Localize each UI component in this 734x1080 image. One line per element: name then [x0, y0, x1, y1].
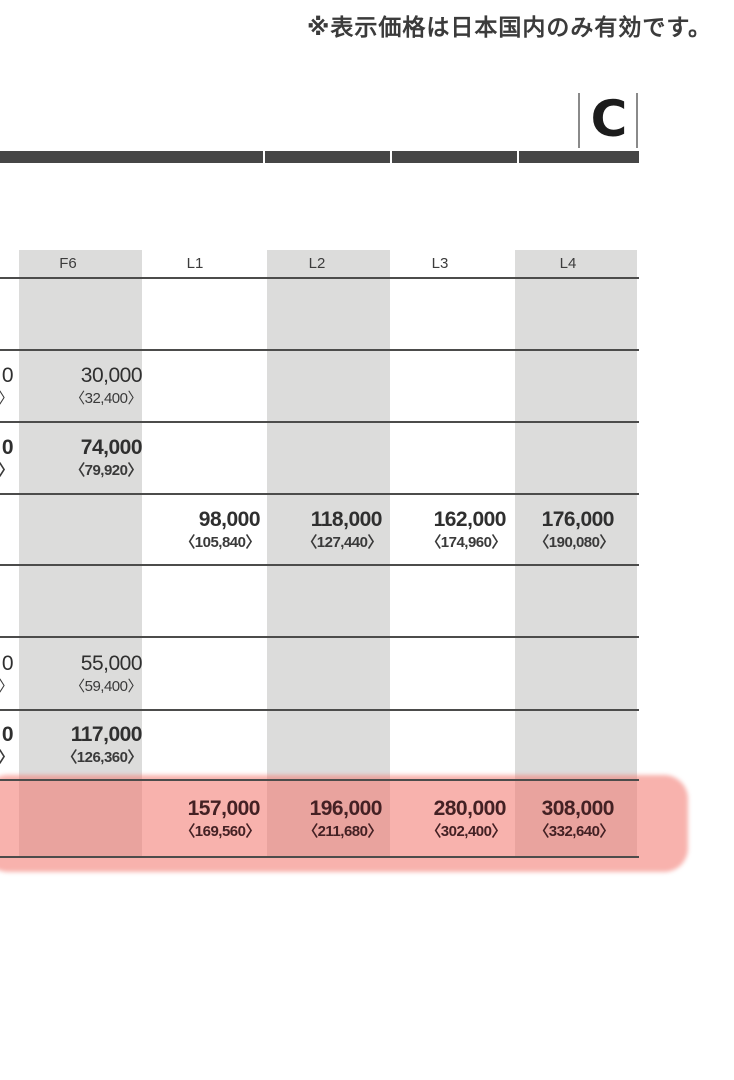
price-cell-l4-highlighted: 308,000 〈332,640〉 [502, 781, 614, 856]
tax-included-value: 0〉 [0, 389, 14, 409]
tax-included-value: 0〉 [0, 748, 14, 768]
price-cell-l1-highlighted: 157,000 〈169,560〉 [148, 781, 260, 856]
tax-included-value: 〈190,080〉 [534, 533, 614, 551]
tax-included-value: 〈105,840〉 [180, 533, 260, 551]
clipped-price-cell: 0 0〉 [0, 711, 14, 779]
domestic-price-note: ※表示価格は日本国内のみ有効です。 [307, 14, 713, 40]
column-header-l4: L4 [559, 255, 577, 272]
price-cell-l2-highlighted: 196,000 〈211,680〉 [270, 781, 382, 856]
clipped-price-cell: 0 0〉 [0, 351, 14, 421]
divider-gap [390, 151, 392, 163]
price-cell-f6: 117,000 〈126,360〉 [18, 711, 142, 779]
tax-included-value: 〈126,360〉 [62, 749, 142, 766]
tax-included-value: 〈127,440〉 [302, 533, 382, 551]
table-line [0, 564, 639, 566]
tax-included-value: 〈59,400〉 [70, 677, 142, 695]
column-band-l2 [267, 250, 390, 858]
price-value: 196,000 [309, 796, 383, 820]
price-value: 74,000 [80, 436, 143, 459]
table-line [0, 636, 639, 638]
price-value: 157,000 [187, 796, 261, 820]
column-header-l2: L2 [308, 255, 326, 272]
tax-included-value: 〈302,400〉 [426, 822, 506, 840]
tax-included-value: 〈32,400〉 [70, 390, 142, 407]
divider-gap [517, 151, 519, 163]
price-cell-l1: 98,000 〈105,840〉 [148, 495, 260, 564]
price-value: 98,000 [198, 507, 261, 531]
price-value: 308,000 [541, 796, 615, 820]
divider-gap [263, 151, 265, 163]
price-cell-f6: 55,000 〈59,400〉 [18, 638, 142, 709]
price-cell-f6: 30,000 〈32,400〉 [18, 351, 142, 421]
brand-logo: C [574, 90, 640, 150]
price-value: 30,000 [80, 364, 143, 387]
clipped-price-cell: 0 0〉 [0, 423, 14, 493]
table-line [0, 856, 639, 858]
price-value: 118,000 [310, 507, 383, 531]
table-line [0, 493, 639, 495]
column-band-l4 [515, 250, 637, 858]
tax-included-value: 〈169,560〉 [180, 822, 260, 840]
price-value: 55,000 [80, 651, 143, 675]
tax-included-value: 0〉 [0, 677, 14, 697]
price-value: 176,000 [541, 507, 615, 531]
logo-right-bar [636, 93, 638, 148]
price-cell-l4: 176,000 〈190,080〉 [502, 495, 614, 564]
logo-c-letter: C [590, 90, 628, 148]
table-line [0, 277, 639, 279]
tax-included-value: 〈332,640〉 [534, 822, 614, 840]
price-value: 0 [1, 723, 14, 746]
price-cell-f6: 74,000 〈79,920〉 [18, 423, 142, 493]
section-divider-bar [0, 151, 639, 163]
price-value: 117,000 [70, 723, 143, 746]
table-line [0, 709, 639, 711]
price-value: 0 [1, 651, 14, 675]
table-line [0, 421, 639, 423]
column-band-f6 [19, 250, 142, 858]
price-cell-l2: 118,000 〈127,440〉 [270, 495, 382, 564]
price-value: 0 [1, 436, 14, 459]
tax-included-value: 〈174,960〉 [426, 533, 506, 551]
price-value: 162,000 [433, 507, 507, 531]
column-header-l3: L3 [431, 255, 449, 272]
pink-highlighter-stroke [0, 775, 688, 872]
price-cell-l3: 162,000 〈174,960〉 [394, 495, 506, 564]
logo-left-bar [578, 93, 580, 148]
price-value: 0 [1, 364, 14, 387]
price-cell-l3-highlighted: 280,000 〈302,400〉 [394, 781, 506, 856]
column-header-f6: F6 [59, 255, 77, 272]
column-header-l1: L1 [186, 255, 204, 272]
table-line [0, 779, 639, 781]
tax-included-value: 〈211,680〉 [303, 822, 382, 840]
tax-included-value: 0〉 [0, 461, 14, 481]
clipped-price-cell: 0 0〉 [0, 638, 14, 709]
price-value: 280,000 [433, 796, 507, 820]
table-line [0, 349, 639, 351]
tax-included-value: 〈79,920〉 [70, 462, 142, 479]
